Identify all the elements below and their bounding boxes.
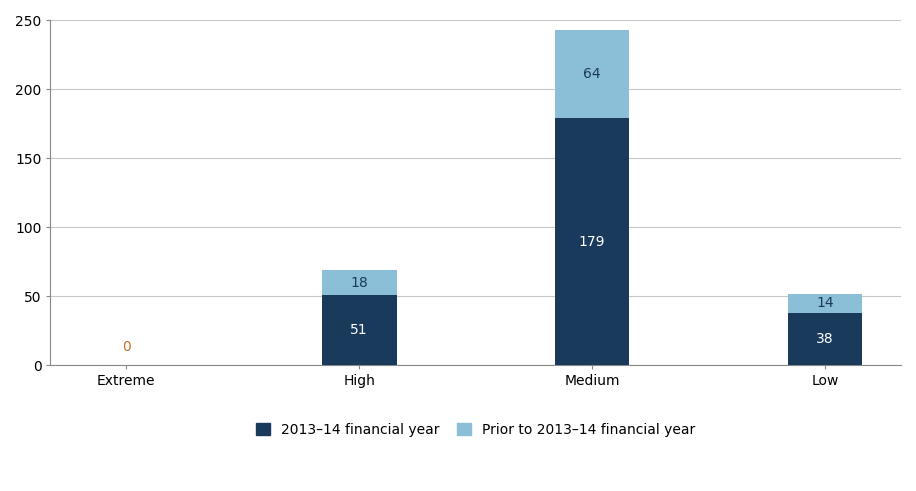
Bar (322, 295, 397, 365)
Bar (788, 294, 862, 313)
Text: 51: 51 (351, 323, 368, 337)
Bar (555, 30, 629, 118)
Text: 179: 179 (579, 235, 605, 249)
Bar (555, 118, 629, 365)
Text: 64: 64 (583, 67, 601, 82)
Bar (788, 313, 862, 365)
Legend: 2013–14 financial year, Prior to 2013–14 financial year: 2013–14 financial year, Prior to 2013–14… (251, 417, 701, 442)
Text: 14: 14 (816, 296, 834, 310)
Text: 18: 18 (351, 275, 368, 290)
Text: 0: 0 (122, 340, 131, 355)
Text: 38: 38 (816, 332, 834, 346)
Bar (322, 270, 397, 295)
